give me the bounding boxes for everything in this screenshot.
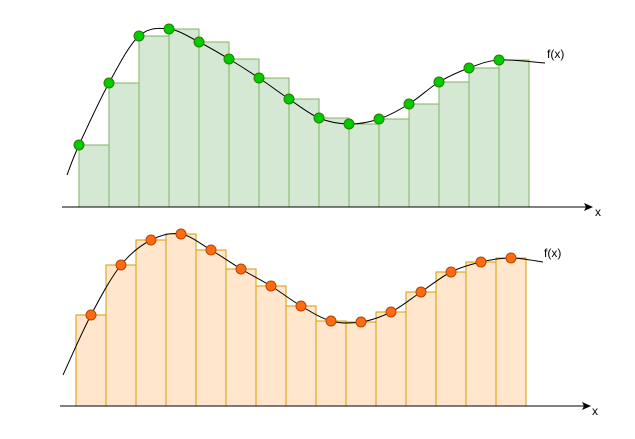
bar: [408, 103, 440, 208]
sample-point: [175, 228, 187, 240]
bar: [198, 41, 230, 208]
sample-point: [343, 118, 355, 130]
sample-point: [115, 259, 127, 271]
sample-point: [313, 112, 325, 124]
bar: [495, 257, 527, 407]
bar: [435, 271, 467, 407]
bar: [138, 35, 170, 208]
bar: [168, 28, 200, 208]
bar: [348, 123, 380, 208]
bar: [78, 144, 110, 208]
sample-point: [475, 256, 487, 268]
sample-point: [433, 76, 445, 88]
sample-point: [355, 316, 367, 328]
bar: [465, 261, 497, 407]
bar: [165, 233, 197, 407]
left-sum-panel: [62, 23, 593, 211]
bar: [285, 305, 317, 407]
bar: [378, 118, 410, 208]
curve-label: f(x): [547, 47, 564, 61]
bar: [135, 239, 167, 407]
sample-point: [445, 266, 457, 278]
bar: [108, 82, 140, 208]
bar: [228, 58, 260, 208]
sample-point: [145, 234, 157, 246]
sample-point: [85, 309, 97, 321]
sample-point: [493, 54, 505, 66]
curve-label: f(x): [544, 246, 561, 260]
sample-point: [295, 300, 307, 312]
sample-point: [223, 53, 235, 65]
sample-point: [265, 280, 277, 292]
axis-label: x: [592, 404, 598, 418]
bar: [498, 59, 530, 208]
sample-point: [373, 113, 385, 125]
bar: [345, 321, 377, 407]
sample-point: [163, 23, 175, 35]
bar: [318, 117, 350, 208]
sample-point: [235, 263, 247, 275]
bar: [375, 311, 407, 407]
bar: [438, 81, 470, 208]
sample-point: [325, 315, 337, 327]
bar: [468, 67, 500, 208]
sample-point: [283, 93, 295, 105]
sample-point: [403, 98, 415, 110]
sample-point: [385, 306, 397, 318]
sample-point: [133, 30, 145, 42]
sample-point: [253, 72, 265, 84]
bar: [315, 320, 347, 407]
bar: [405, 291, 437, 407]
bar: [195, 249, 227, 407]
sample-point: [103, 77, 115, 89]
sample-point: [415, 286, 427, 298]
bar: [105, 264, 137, 407]
sample-point: [205, 244, 217, 256]
bar: [75, 314, 107, 407]
sample-point: [73, 139, 85, 151]
axis-label: x: [595, 205, 601, 219]
sample-point: [463, 62, 475, 74]
sample-point: [505, 252, 517, 264]
bar: [255, 285, 287, 407]
sample-point: [193, 36, 205, 48]
bar: [225, 268, 257, 407]
midpoint-sum-panel: [60, 228, 591, 410]
